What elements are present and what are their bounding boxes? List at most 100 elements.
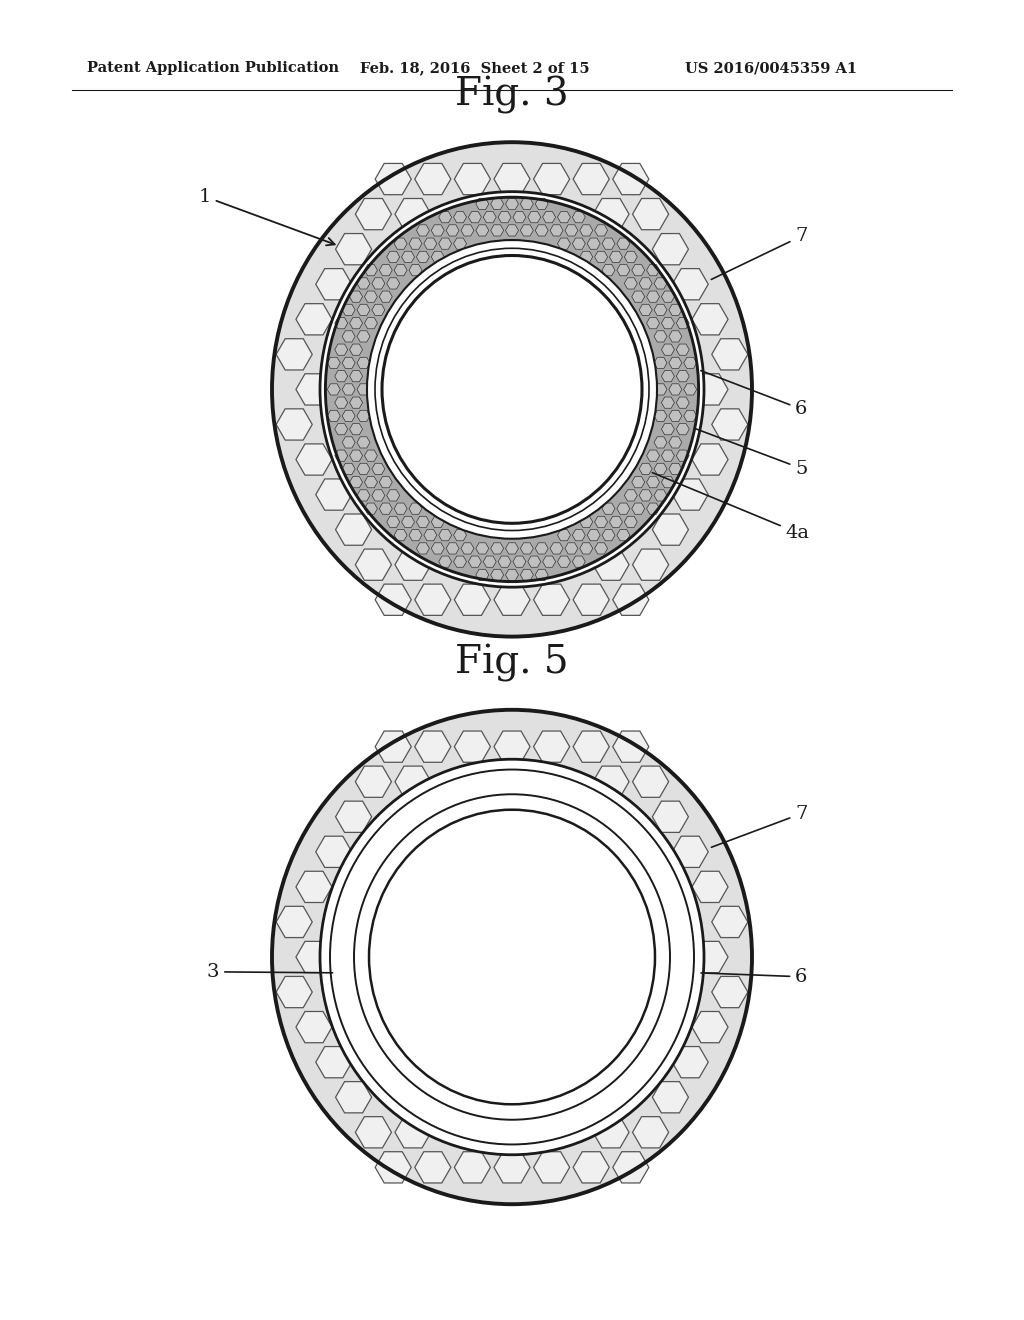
Polygon shape	[490, 224, 504, 236]
Polygon shape	[417, 543, 429, 554]
Polygon shape	[490, 198, 504, 210]
Polygon shape	[357, 437, 370, 447]
Text: Fig. 5: Fig. 5	[456, 644, 568, 682]
Polygon shape	[315, 479, 352, 511]
Polygon shape	[669, 437, 682, 447]
Text: 5: 5	[696, 429, 808, 478]
Polygon shape	[454, 238, 467, 249]
Polygon shape	[595, 251, 607, 263]
Polygon shape	[646, 477, 659, 488]
Polygon shape	[536, 569, 548, 581]
Polygon shape	[672, 268, 709, 300]
Polygon shape	[372, 490, 385, 502]
Text: Fig. 3: Fig. 3	[456, 77, 568, 115]
Polygon shape	[476, 224, 488, 236]
Polygon shape	[276, 339, 312, 370]
Polygon shape	[349, 345, 362, 355]
Polygon shape	[593, 766, 629, 797]
Polygon shape	[415, 731, 451, 762]
Polygon shape	[593, 198, 629, 230]
Polygon shape	[573, 164, 609, 194]
Polygon shape	[375, 731, 412, 762]
Polygon shape	[357, 490, 370, 502]
Polygon shape	[652, 513, 688, 545]
Polygon shape	[572, 238, 586, 249]
Polygon shape	[506, 543, 518, 554]
Polygon shape	[536, 543, 548, 554]
Polygon shape	[646, 318, 659, 329]
Text: 7: 7	[712, 805, 808, 847]
Polygon shape	[349, 318, 362, 329]
Polygon shape	[662, 318, 675, 329]
Polygon shape	[662, 345, 675, 355]
Polygon shape	[520, 569, 534, 581]
Polygon shape	[379, 290, 392, 302]
Text: 6: 6	[700, 371, 808, 418]
Polygon shape	[565, 543, 578, 554]
Polygon shape	[438, 211, 452, 223]
Polygon shape	[494, 164, 530, 194]
Polygon shape	[417, 224, 429, 236]
Polygon shape	[520, 543, 534, 554]
Polygon shape	[712, 977, 748, 1007]
Polygon shape	[536, 224, 548, 236]
Polygon shape	[712, 907, 748, 937]
Polygon shape	[494, 585, 530, 615]
Polygon shape	[335, 345, 348, 355]
Polygon shape	[712, 339, 748, 370]
Polygon shape	[506, 569, 518, 581]
Polygon shape	[616, 529, 630, 541]
Polygon shape	[455, 1152, 490, 1183]
Polygon shape	[646, 264, 659, 276]
Polygon shape	[387, 516, 399, 528]
Polygon shape	[595, 543, 607, 554]
Polygon shape	[595, 516, 607, 528]
Polygon shape	[335, 371, 348, 381]
Ellipse shape	[319, 759, 705, 1155]
Polygon shape	[438, 238, 452, 249]
Polygon shape	[625, 490, 637, 502]
Polygon shape	[616, 238, 630, 249]
Polygon shape	[342, 358, 355, 368]
Polygon shape	[616, 264, 630, 276]
Polygon shape	[593, 1117, 629, 1148]
Polygon shape	[394, 529, 408, 541]
Polygon shape	[536, 198, 548, 210]
Polygon shape	[669, 331, 682, 342]
Polygon shape	[349, 424, 362, 434]
Polygon shape	[409, 238, 422, 249]
Polygon shape	[612, 1152, 649, 1183]
Polygon shape	[654, 331, 667, 342]
Polygon shape	[662, 290, 675, 302]
Polygon shape	[652, 801, 688, 833]
Polygon shape	[625, 516, 637, 528]
Polygon shape	[534, 585, 569, 615]
Polygon shape	[534, 731, 569, 762]
Polygon shape	[365, 450, 378, 461]
Polygon shape	[684, 384, 696, 395]
Polygon shape	[652, 1081, 688, 1113]
Polygon shape	[395, 198, 431, 230]
Polygon shape	[612, 164, 649, 194]
Ellipse shape	[272, 143, 752, 636]
Polygon shape	[520, 224, 534, 236]
Polygon shape	[483, 211, 497, 223]
Polygon shape	[625, 277, 637, 289]
Polygon shape	[676, 345, 689, 355]
Text: 6: 6	[701, 968, 808, 986]
Polygon shape	[349, 397, 362, 408]
Polygon shape	[520, 198, 534, 210]
Polygon shape	[455, 164, 490, 194]
Polygon shape	[633, 549, 669, 581]
Polygon shape	[401, 251, 415, 263]
Polygon shape	[335, 397, 348, 408]
Polygon shape	[357, 463, 370, 474]
Polygon shape	[336, 234, 372, 265]
Polygon shape	[296, 374, 332, 405]
Polygon shape	[662, 371, 675, 381]
Polygon shape	[602, 264, 615, 276]
Polygon shape	[595, 224, 607, 236]
Polygon shape	[454, 529, 467, 541]
Polygon shape	[550, 543, 563, 554]
Polygon shape	[612, 585, 649, 615]
